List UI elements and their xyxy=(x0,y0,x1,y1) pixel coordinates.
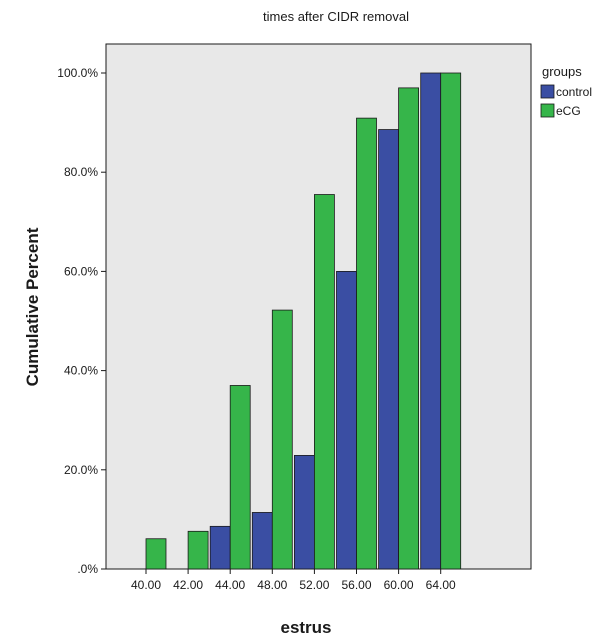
legend: groups control eCG xyxy=(540,64,592,118)
bar-ecg-52.00 xyxy=(313,194,335,570)
x-tick-label: 52.00 xyxy=(299,578,329,592)
x-tick-label: 40.00 xyxy=(131,578,161,592)
x-tick-label: 56.00 xyxy=(341,578,371,592)
legend-swatch-ecg xyxy=(540,103,555,118)
legend-items: control eCG xyxy=(540,84,592,118)
legend-label-control: control xyxy=(556,85,592,99)
bar-control-52.00 xyxy=(293,455,315,570)
bar-ecg-40.00 xyxy=(145,538,167,570)
bar-ecg-42.00 xyxy=(187,530,209,570)
bar-ecg-44.00 xyxy=(229,385,251,570)
bar-ecg-64.00 xyxy=(440,72,462,570)
legend-title: groups xyxy=(542,64,582,79)
bar-ecg-60.00 xyxy=(398,87,420,570)
y-tick-label: 60.0% xyxy=(64,264,98,278)
bar-control-44.00 xyxy=(209,525,231,570)
bar-control-56.00 xyxy=(336,270,357,570)
y-tick-label: 80.0% xyxy=(64,165,98,179)
y-tick-label: 40.0% xyxy=(64,364,98,378)
bars-group xyxy=(145,72,462,570)
y-axis: .0% 20.0% 40.0% 60.0% 80.0% 100.0% xyxy=(57,66,106,576)
y-tick-label: 100.0% xyxy=(57,66,98,80)
x-tick-label: 48.00 xyxy=(257,578,287,592)
x-tick-label: 64.00 xyxy=(426,578,456,592)
x-tick-label: 60.00 xyxy=(384,578,414,592)
bar-ecg-56.00 xyxy=(356,117,377,570)
bar-ecg-48.00 xyxy=(271,309,293,570)
bar-control-64.00 xyxy=(420,72,442,570)
x-tick-label: 42.00 xyxy=(173,578,203,592)
legend-swatch-control xyxy=(540,84,555,99)
x-axis: 40.00 42.00 44.00 48.00 52.00 56.00 60.00 64.00 xyxy=(131,569,456,592)
y-tick-label: 20.0% xyxy=(64,463,98,477)
chart-title: times after CIDR removal xyxy=(263,9,409,24)
bar-control-60.00 xyxy=(378,129,400,570)
y-axis-title: Cumulative Percent xyxy=(23,227,42,386)
x-axis-title: estrus xyxy=(280,618,331,637)
bar-control-48.00 xyxy=(251,512,273,570)
x-tick-label: 44.00 xyxy=(215,578,245,592)
legend-label-ecg: eCG xyxy=(556,104,581,118)
y-tick-label: .0% xyxy=(77,562,98,576)
